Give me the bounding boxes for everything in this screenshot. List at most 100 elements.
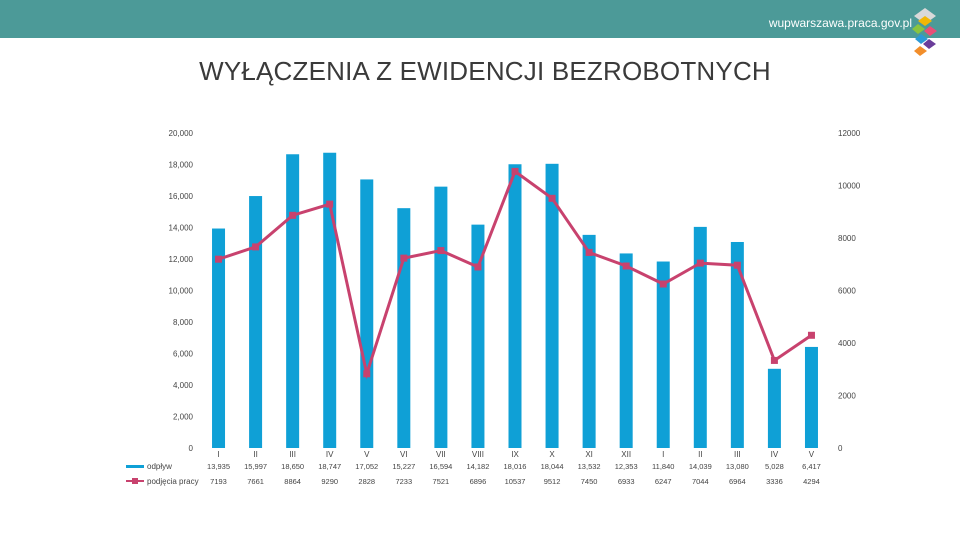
legend-swatch (126, 465, 144, 468)
line-point (437, 247, 445, 255)
left-tick-label: 2,000 (173, 413, 194, 422)
table-cell: 4294 (803, 477, 820, 486)
x-tick-label: II (698, 450, 702, 459)
table-cell: 7193 (210, 477, 227, 486)
bar (656, 261, 670, 448)
table-cell: 18,747 (318, 462, 341, 471)
table-cell: 18,650 (281, 462, 304, 471)
bar (693, 226, 707, 448)
line-series (215, 167, 815, 380)
header-bar: wupwarszawa.praca.gov.pl (0, 0, 960, 38)
bar-series (212, 152, 818, 449)
table-cell: 14,039 (689, 462, 712, 471)
bar (545, 163, 559, 448)
x-tick-label: V (364, 450, 370, 459)
line-point (363, 370, 371, 378)
x-axis-categories: I II III IV V VI VII VIII IX X XI XII I II III IV V (217, 450, 814, 459)
line-point (770, 356, 778, 364)
table-cell: 5,028 (765, 462, 784, 471)
x-tick-label: XII (621, 450, 631, 459)
left-tick-label: 8,000 (173, 318, 194, 327)
bar (619, 253, 633, 448)
left-tick-label: 16,000 (169, 192, 194, 201)
x-tick-label: III (734, 450, 741, 459)
bar (582, 234, 596, 448)
bar (730, 241, 744, 448)
bar (249, 196, 263, 448)
table-cell: 14,182 (466, 462, 489, 471)
table-cell: 6896 (470, 477, 487, 486)
line-point (585, 248, 593, 256)
bar (397, 208, 411, 448)
bar (804, 346, 818, 448)
line-point (252, 243, 260, 251)
table-cell: 15,227 (392, 462, 415, 471)
x-tick-label: I (662, 450, 664, 459)
x-tick-label: VII (436, 450, 446, 459)
table-cell: 13,080 (726, 462, 749, 471)
legend-label: podjęcia pracy (147, 477, 199, 486)
x-tick-label: III (289, 450, 296, 459)
x-tick-label: IV (326, 450, 334, 459)
bar (360, 179, 374, 448)
bar (434, 186, 448, 448)
table-cell: 6,417 (802, 462, 821, 471)
table-cell: 13,935 (207, 462, 230, 471)
x-tick-label: I (217, 450, 219, 459)
table-cell: 8864 (284, 477, 301, 486)
table-cell: 18,044 (541, 462, 564, 471)
line-point (659, 280, 667, 288)
table-cell: 9290 (321, 477, 338, 486)
left-tick-label: 12,000 (169, 255, 194, 264)
bar (323, 152, 337, 449)
left-tick-label: 4,000 (173, 381, 194, 390)
line-point (548, 194, 556, 202)
table-cell: 6964 (729, 477, 746, 486)
table-cell: 18,016 (504, 462, 527, 471)
table-cell: 6247 (655, 477, 672, 486)
x-tick-label: V (809, 450, 815, 459)
left-tick-label: 0 (189, 444, 194, 453)
table-cell: 2828 (358, 477, 375, 486)
bar (212, 228, 226, 448)
x-tick-label: VI (400, 450, 408, 459)
right-tick-label: 8000 (838, 234, 856, 243)
table-cell: 10537 (505, 477, 526, 486)
line-point (733, 261, 741, 269)
table-cell: 11,840 (652, 462, 674, 471)
chart-title: WYŁĄCZENIA Z EWIDENCJI BEZROBOTNYCH (199, 56, 771, 86)
right-tick-label: 0 (838, 444, 843, 453)
table-cell: 13,532 (578, 462, 601, 471)
data-table: odpływ 13,935 15,997 18,650 18,747 17,052 15,2… (126, 462, 821, 486)
site-url[interactable]: wupwarszawa.praca.gov.pl (768, 16, 912, 30)
x-tick-label: IX (511, 450, 519, 459)
bar (286, 154, 300, 448)
logo-icon (912, 8, 937, 56)
x-tick-label: IV (771, 450, 779, 459)
line-point (807, 331, 815, 339)
table-cell: 6933 (618, 477, 635, 486)
table-cell: 7521 (433, 477, 450, 486)
table-cell: 7450 (581, 477, 598, 486)
left-tick-label: 6,000 (173, 350, 194, 359)
x-tick-label: VIII (472, 450, 484, 459)
left-axis-ticks: 0 2,000 4,000 6,000 8,000 10,000 12,000 14,000 1… (169, 129, 194, 453)
right-tick-label: 12000 (838, 129, 861, 138)
left-tick-label: 14,000 (169, 224, 194, 233)
line-point (511, 167, 519, 175)
left-tick-label: 10,000 (169, 287, 194, 296)
table-cell: 3336 (766, 477, 783, 486)
line-point (400, 254, 408, 262)
line-point (696, 259, 704, 267)
line-point (474, 263, 482, 271)
x-tick-label: II (253, 450, 257, 459)
right-axis-ticks: 0 2000 4000 6000 8000 10000 12000 (838, 129, 861, 453)
table-cell: 9512 (544, 477, 561, 486)
left-tick-label: 20,000 (169, 129, 194, 138)
table-cell: 7233 (395, 477, 412, 486)
line-point (215, 255, 223, 263)
right-tick-label: 2000 (838, 392, 856, 401)
right-tick-label: 10000 (838, 182, 861, 191)
table-cell: 16,594 (429, 462, 452, 471)
